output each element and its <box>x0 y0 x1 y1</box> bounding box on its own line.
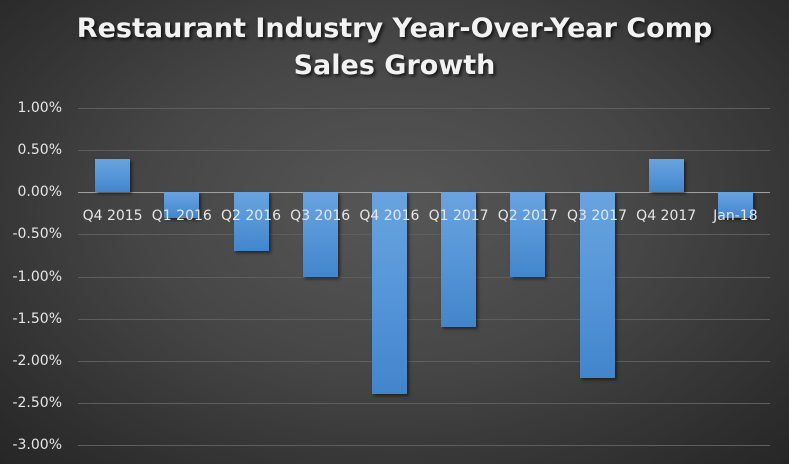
x-tick-label: Q4 2015 <box>82 208 143 224</box>
bar-q2-2017 <box>510 192 546 277</box>
bar-q4-2017 <box>648 158 684 193</box>
y-tick-label: -1.50% <box>12 310 62 327</box>
y-tick-label: -2.50% <box>12 394 62 411</box>
bar-jan-18 <box>717 192 753 218</box>
x-tick-label: Q3 2017 <box>566 208 627 224</box>
y-tick-label: 1.00% <box>17 100 62 116</box>
y-tick-label: -2.00% <box>12 352 62 369</box>
gridline <box>78 150 770 151</box>
x-tick-label: Q4 2017 <box>636 208 697 224</box>
y-tick-label: 0.50% <box>17 142 62 159</box>
bar-q1-2016 <box>164 192 200 218</box>
gridline <box>78 361 770 362</box>
x-tick-label: Q1 2016 <box>151 208 212 224</box>
x-tick-label: Q4 2016 <box>359 208 420 224</box>
y-tick-label: -3.00% <box>12 437 62 453</box>
gridline <box>78 234 770 235</box>
chart-title-line-2: Sales Growth <box>293 50 496 81</box>
gridline <box>78 445 770 446</box>
gridline <box>78 403 770 404</box>
gridline <box>78 108 770 109</box>
gridline <box>78 319 770 320</box>
y-tick-label: -1.00% <box>12 268 62 285</box>
chart-title: Restaurant Industry Year-Over-Year Comp … <box>0 10 789 84</box>
x-tick-label: Q2 2017 <box>497 208 558 224</box>
y-tick-label: 0.00% <box>17 184 62 201</box>
gridline <box>78 277 770 278</box>
chart-title-line-1: Restaurant Industry Year-Over-Year Comp <box>76 13 713 44</box>
bar-q3-2016 <box>302 192 338 277</box>
y-tick-label: -0.50% <box>12 226 62 243</box>
x-tick-label: Q2 2016 <box>220 208 281 224</box>
bar-q4-2015 <box>95 158 131 193</box>
bar-q2-2016 <box>233 192 269 252</box>
x-tick-label: Q3 2016 <box>290 208 351 224</box>
zero-axis-line <box>78 192 770 193</box>
x-tick-label: Q1 2017 <box>428 208 489 224</box>
x-tick-label: Jan-18 <box>713 208 758 224</box>
bar-q4-2016 <box>371 192 407 395</box>
bar-q1-2017 <box>441 192 477 328</box>
bar-q3-2017 <box>579 192 615 378</box>
